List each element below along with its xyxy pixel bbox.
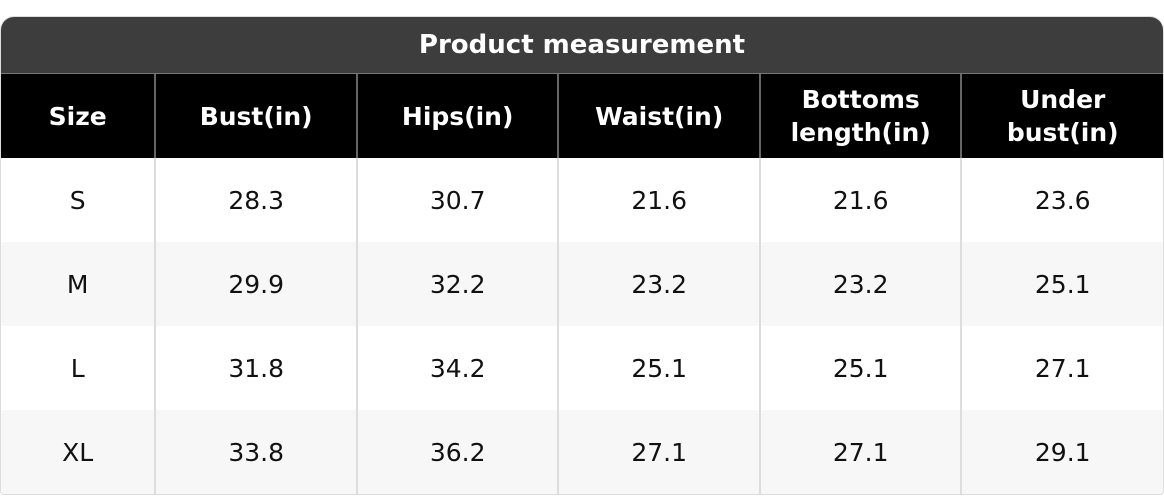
table-cell: S bbox=[69, 185, 86, 215]
table-cell: M bbox=[1, 242, 156, 326]
table-cell: 25.1 bbox=[557, 326, 760, 410]
table-cell: 21.6 bbox=[758, 158, 962, 242]
table-cell: 33.8 bbox=[154, 410, 357, 494]
table-cell: 25.1 bbox=[758, 326, 962, 410]
table-cell: 27.1 bbox=[758, 410, 962, 494]
table-cell: 32.2 bbox=[355, 242, 559, 326]
header-bottoms-length: Bottoms length(in) bbox=[758, 74, 962, 158]
table-cell: 23.2 bbox=[557, 242, 760, 326]
table-cell: 31.8 bbox=[154, 326, 357, 410]
table-row: M 29.9 32.2 23.2 23.2 25.1 bbox=[1, 242, 1163, 326]
table-cell: 27.1 bbox=[557, 410, 760, 494]
table-row: L 31.8 34.2 25.1 25.1 27.1 bbox=[1, 326, 1163, 410]
table-cell: 27.1 bbox=[960, 326, 1163, 410]
table-cell: 21.6 bbox=[557, 158, 760, 242]
measurement-table-card: Product measurement Size Bust(in) Hips(i… bbox=[0, 16, 1164, 495]
table-cell: L bbox=[70, 353, 85, 383]
table-cell: 29.9 bbox=[154, 242, 357, 326]
table-row: XL 33.8 36.2 27.1 27.1 29.1 bbox=[1, 410, 1163, 494]
header-under-bust: Under bust(in) bbox=[960, 74, 1163, 158]
header-row: Size Bust(in) Hips(in) Waist(in) Bottoms… bbox=[1, 74, 1163, 158]
table-cell: 23.2 bbox=[758, 242, 962, 326]
table-title: Product measurement bbox=[1, 17, 1163, 74]
header-size: Size bbox=[1, 74, 156, 158]
table-cell: 23.6 bbox=[960, 158, 1163, 242]
header-hips: Hips(in) bbox=[355, 74, 559, 158]
table-cell: 34.2 bbox=[355, 326, 559, 410]
measurement-table: Size Bust(in) Hips(in) Waist(in) Bottoms… bbox=[1, 74, 1163, 494]
header-waist: Waist(in) bbox=[557, 74, 760, 158]
table-cell: 29.1 bbox=[960, 410, 1163, 494]
table-row: S 28.3 30.7 21.6 21.6 23.6 bbox=[1, 158, 1163, 242]
table-cell: 25.1 bbox=[960, 242, 1163, 326]
table-cell: 30.7 bbox=[355, 158, 559, 242]
table-cell: 36.2 bbox=[355, 410, 559, 494]
table-cell: 28.3 bbox=[154, 158, 357, 242]
table-cell: XL bbox=[1, 410, 156, 494]
header-bust: Bust(in) bbox=[154, 74, 357, 158]
